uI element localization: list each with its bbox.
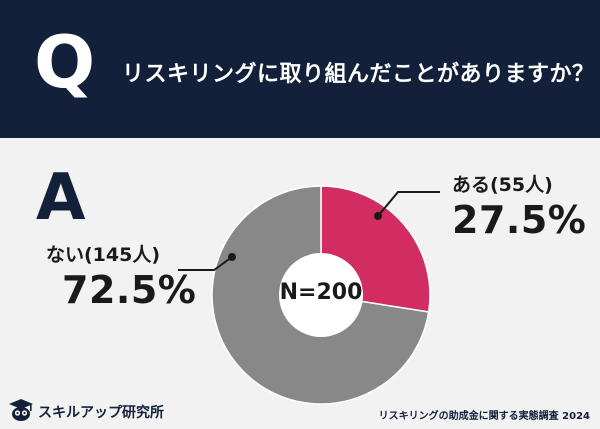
- question-text: リスキリングに取り組んだことがありますか？: [122, 62, 595, 87]
- brand: スキルアップ研究所: [8, 398, 164, 426]
- label-no-pct: 72.5%: [62, 268, 197, 312]
- donut-hole: [279, 253, 363, 337]
- brand-name: スキルアップ研究所: [38, 405, 164, 421]
- leader-dot-yes: [374, 212, 382, 220]
- graduation-owl-icon: [8, 398, 34, 426]
- header: Q リスキリングに取り組んだことがありますか？: [0, 0, 600, 138]
- label-no-name: ない(145人): [46, 244, 161, 266]
- a-letter: A: [36, 161, 86, 235]
- label-yes-pct: 27.5%: [452, 198, 587, 242]
- leader-line-no: [178, 256, 233, 271]
- center-label: N=200: [279, 280, 363, 305]
- label-yes-name: ある(55人): [452, 174, 553, 196]
- q-letter: Q: [34, 20, 96, 104]
- footer-source: リスキリングの助成金に関する実態調査 2024: [378, 411, 590, 422]
- leader-dot-no: [228, 253, 236, 261]
- leader-line-yes: [377, 191, 440, 217]
